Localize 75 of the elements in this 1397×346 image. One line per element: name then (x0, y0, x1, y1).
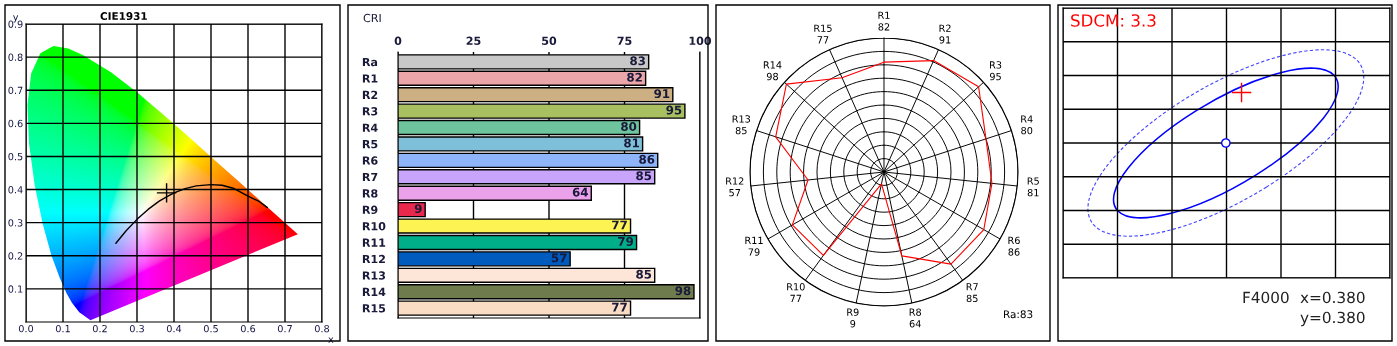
data-label: 77 (612, 220, 627, 230)
x-tick-label: 75 (617, 36, 632, 45)
y-tick-label: R10 (362, 222, 386, 231)
x-tick-label: 0.5 (203, 324, 218, 333)
spoke-label: R11 79 (745, 236, 763, 256)
data-label: 85 (636, 171, 652, 181)
y-tick-label: R7 (362, 172, 378, 182)
spoke-label: R14 98 (763, 61, 782, 81)
spoke-label: R3 95 (989, 61, 1002, 81)
text: y=0.380 (1300, 311, 1365, 327)
y-tick-label: R5 (362, 140, 378, 149)
y-tick-label: R8 (362, 189, 378, 198)
x-tick-label: 0 (394, 36, 402, 45)
y-tick-label: R12 (362, 254, 385, 264)
y-tick-label: 0.4 (8, 186, 23, 194)
text: F4000 (1243, 291, 1289, 304)
y-tick-label: 0.3 (8, 219, 23, 227)
text: Ra:83 (1004, 310, 1033, 319)
y-tick-label: 0.6 (8, 119, 23, 128)
spoke-label: R15 77 (814, 24, 832, 44)
data-label: 64 (572, 187, 588, 197)
x-tick-label: 0.8 (314, 324, 330, 333)
chart-title: CIE1931 (100, 12, 147, 20)
x-tick-label: 50 (542, 36, 557, 45)
y-tick-label: R14 (362, 287, 386, 296)
y-tick-label: 0.1 (8, 285, 23, 293)
spoke-label: R10 77 (787, 283, 805, 302)
spoke-label: R9 9 (847, 308, 859, 328)
x-tick-label: 0.6 (240, 324, 256, 333)
y-tick-label: 0.2 (8, 252, 23, 260)
x-tick-label: 0.7 (277, 324, 292, 333)
y-tick-label: 0.5 (8, 152, 23, 161)
y-tick-label: R6 (362, 156, 378, 165)
x-axis-title: x (328, 337, 334, 343)
data-label: 9 (414, 204, 422, 214)
y-tick-label: R15 (362, 304, 386, 313)
x-tick-label: 0.1 (55, 324, 70, 333)
text: x=0.380 (1300, 291, 1365, 304)
y-tick-label: R11 (362, 238, 386, 247)
spoke-label: R7 85 (966, 283, 978, 303)
spoke-label: R2 91 (939, 24, 951, 44)
y-tick-label: Ra (362, 57, 378, 67)
y-tick-label: R3 (362, 107, 378, 116)
x-tick-label: 0.3 (129, 324, 144, 333)
spoke-label: R4 80 (1021, 115, 1033, 135)
spoke-label: R5 81 (1027, 177, 1039, 197)
data-label: 86 (639, 154, 655, 164)
y-tick-label: R1 (362, 74, 378, 83)
chart-title: CRI (363, 13, 381, 23)
data-label: 82 (627, 72, 642, 82)
data-label: 79 (618, 236, 634, 246)
spoke-label: R12 57 (726, 177, 744, 197)
data-label: 98 (675, 286, 691, 296)
y-tick-label: R2 (362, 90, 378, 99)
data-label: 57 (551, 253, 567, 263)
y-tick-label: 0.8 (8, 53, 23, 61)
data-label: 95 (666, 105, 682, 115)
x-tick-label: 0.0 (18, 324, 34, 333)
spoke-label: R6 86 (1008, 236, 1020, 256)
y-tick-label: R9 (362, 205, 378, 215)
x-tick-label: 0.2 (92, 324, 107, 333)
x-tick-label: 0.4 (166, 324, 182, 333)
data-label: 85 (636, 269, 652, 279)
y-tick-label: R13 (362, 271, 386, 280)
data-label: 81 (624, 138, 640, 148)
spoke-label: R1 82 (878, 11, 890, 31)
data-label: 91 (654, 89, 670, 99)
data-label: 83 (630, 56, 645, 66)
spoke-label: R8 64 (909, 308, 922, 328)
y-tick-label: R4 (362, 123, 378, 132)
x-tick-label: 25 (466, 36, 481, 45)
spoke-label: R13 85 (732, 115, 751, 135)
y-tick-label: 0.7 (8, 86, 23, 95)
data-label: 80 (621, 122, 637, 131)
data-label: 77 (612, 302, 627, 312)
